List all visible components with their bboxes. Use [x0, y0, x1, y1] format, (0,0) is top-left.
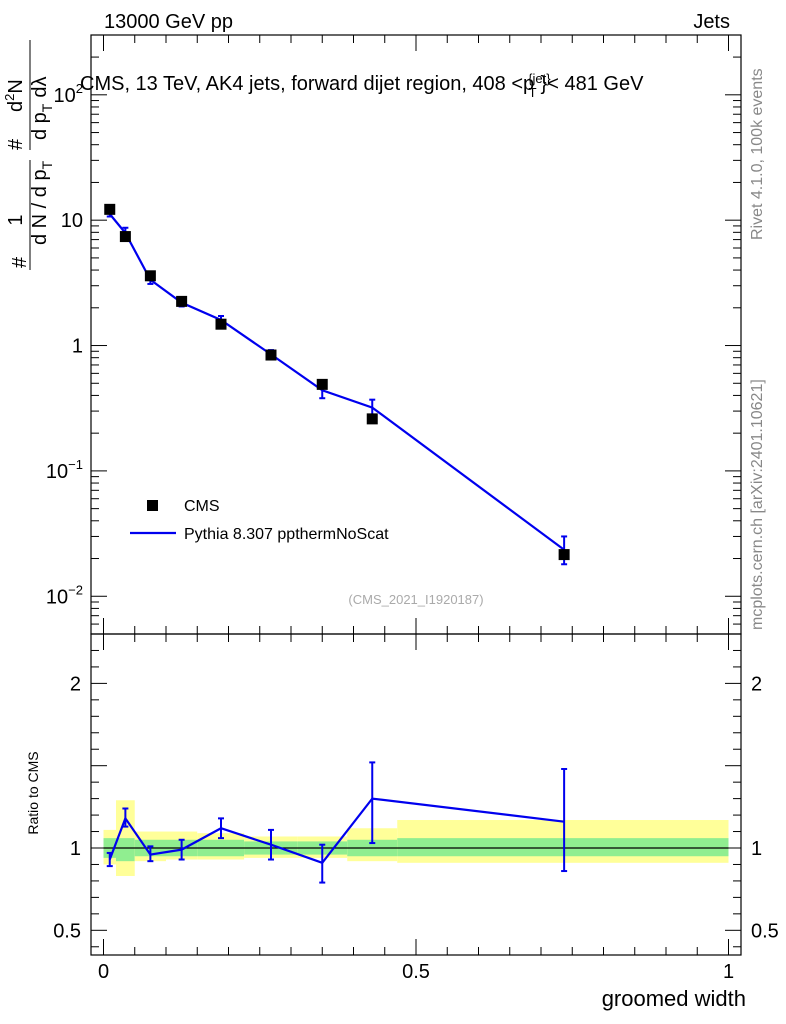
side-label-top: Rivet 4.1.0, 100k events	[749, 68, 766, 240]
analysis-id: (CMS_2021_I1920187)	[348, 592, 483, 607]
data-point	[144, 270, 156, 282]
ratio-frame	[90, 633, 742, 956]
main-frame	[90, 34, 742, 635]
energy-label: 13000 GeV pp	[104, 11, 233, 33]
data-point	[316, 378, 328, 390]
main-y-tick-label: 10−1	[46, 457, 83, 483]
main-y-tick-label: 10	[61, 210, 83, 232]
ratio-mc-error-bars	[106, 761, 568, 884]
ratio-x-tick-label: 0.5	[402, 961, 430, 983]
legend: CMS Pythia 8.307 ppthermNoScat	[130, 498, 389, 543]
ratio-y-tick-label: 2	[70, 673, 81, 695]
ylabel-lead: #	[9, 256, 31, 268]
ylabel-frac2-lead: #	[5, 138, 27, 150]
ratio-band-inner	[397, 838, 729, 857]
ratio-axis-ticks	[91, 634, 741, 955]
chart-title: CMS, 13 TeV, AK4 jets, forward dijet reg…	[80, 71, 644, 100]
ratio-y-tick-label: 0.5	[53, 920, 81, 942]
legend-mc-label: Pythia 8.307 ppthermNoScat	[184, 526, 389, 543]
main-y-tick-labels: 10−2 10−1 1 10 102	[46, 81, 83, 608]
data-point	[119, 231, 131, 243]
ylabel-frac1-den: d N / d pT	[29, 160, 55, 245]
data-series-markers	[104, 203, 570, 561]
ratio-x-tick-label: 0	[98, 961, 109, 983]
main-panel: 10−2 10−1 1 10 102	[46, 34, 742, 635]
data-point	[558, 549, 570, 561]
legend-data-label: CMS	[184, 498, 220, 515]
ylabel-frac2-num: d2N	[2, 79, 27, 112]
data-point	[366, 413, 378, 425]
ratio-y-tick-label-right: 2	[751, 673, 762, 695]
ratio-y-tick-labels: 0.5 0.5 1 1 2 2	[53, 673, 779, 942]
data-point	[215, 318, 227, 330]
ratio-panel: 0.5 0.51 12 2 0 0.5 1	[53, 633, 779, 983]
ratio-x-tick-labels: 0 0.5 1	[98, 961, 734, 983]
ratio-y-tick-label-right: 0.5	[751, 920, 779, 942]
legend-data-marker	[147, 500, 158, 511]
category-label: Jets	[693, 11, 730, 33]
ratio-y-tick-label-right: 1	[751, 838, 762, 860]
ratio-uncertainty-bands	[103, 800, 729, 876]
main-y-tick-label: 1	[72, 336, 83, 358]
ratio-band-inner	[116, 838, 135, 862]
side-label-bottom: mcplots.cern.ch [arXiv:2401.10621]	[749, 379, 766, 630]
data-point	[265, 349, 277, 361]
ratio-y-axis-label: Ratio to CMS	[25, 751, 41, 834]
ylabel-frac1-num: 1	[5, 214, 27, 225]
mc-series-line	[108, 213, 565, 551]
ylabel-frac2-den: d pTdλ	[29, 77, 55, 141]
x-axis-label: groomed width	[602, 986, 746, 1011]
main-axis-ticks	[91, 34, 741, 635]
data-point	[176, 295, 188, 307]
data-point	[104, 203, 116, 215]
mc-error-bars	[106, 210, 568, 566]
ratio-y-tick-label: 1	[70, 838, 81, 860]
main-y-tick-label: 10−2	[46, 582, 83, 608]
main-y-axis-label: # 1 d N / d pT # d2N d pTdλ	[2, 40, 55, 270]
main-y-tick-label: 102	[54, 81, 83, 107]
ratio-x-tick-label: 1	[723, 961, 734, 983]
